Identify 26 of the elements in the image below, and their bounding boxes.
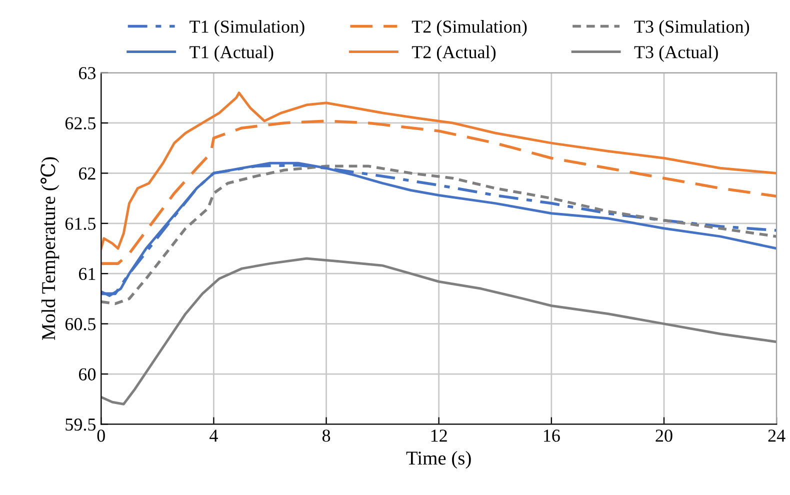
y-tick-label: 59.5 [66,418,96,431]
y-tick-label: 61 [78,268,96,280]
legend-label: T3 (Actual) [634,46,718,62]
y-tick-label: 63 [78,67,96,80]
x-tick-label: 16 [544,430,560,442]
y-tick-label: 62.5 [65,117,96,130]
legend-label: T2 (Simulation) [412,20,527,36]
line-series [101,120,777,265]
y-tick-label: 62 [78,167,96,180]
x-tick-label: 20 [656,430,672,442]
line-series [101,257,777,406]
x-tick-label: 0 [97,430,105,442]
x-axis-title: Time (s) [406,451,471,469]
y-axis-title: Mold Temperature (℃) [40,157,60,340]
x-tick-label: 24 [768,430,786,442]
y-tick-label: 61.5 [65,218,96,230]
x-tick-label: 12 [431,430,447,442]
x-tick-label: 8 [322,430,330,442]
legend-label: T1 (Actual) [190,46,274,62]
y-tick-label: 60.5 [65,318,96,330]
legend-label: T2 (Actual) [412,46,496,62]
legend-label: T1 (Simulation) [190,20,304,36]
line-series [101,92,777,250]
x-tick-label: 4 [210,430,218,442]
y-tick-label: 60 [78,368,96,380]
legend-label: T3 (Simulation) [634,20,750,36]
